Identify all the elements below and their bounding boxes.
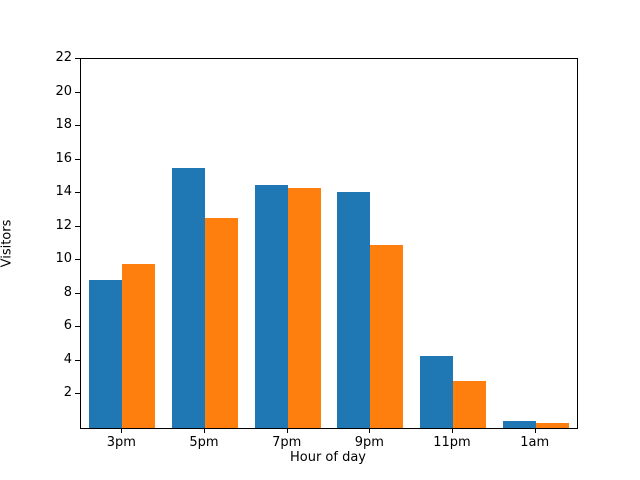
y-tick-mark bbox=[75, 225, 80, 227]
y-tick-mark bbox=[75, 292, 80, 294]
x-tick-label: 1am bbox=[520, 435, 550, 450]
x-tick-mark bbox=[286, 428, 288, 433]
bar-orange-series-11pm bbox=[453, 381, 487, 428]
bar-orange-series-5pm bbox=[205, 218, 239, 428]
y-tick-label: 8 bbox=[63, 284, 72, 300]
y-tick-mark bbox=[75, 158, 80, 160]
y-tick-label: 14 bbox=[55, 184, 72, 200]
bar-orange-series-7pm bbox=[287, 188, 321, 428]
y-tick-mark bbox=[75, 192, 80, 194]
y-tick-label: 4 bbox=[63, 351, 72, 367]
bar-orange-series-3pm bbox=[122, 263, 156, 428]
x-tick-mark bbox=[534, 428, 536, 433]
y-tick-label: 10 bbox=[55, 251, 72, 267]
y-tick-mark bbox=[75, 359, 80, 361]
bar-blue-series-9pm bbox=[337, 191, 371, 428]
y-tick-label: 2 bbox=[63, 385, 72, 401]
bar-blue-series-5pm bbox=[171, 168, 205, 428]
y-tick-mark bbox=[75, 259, 80, 261]
y-tick-mark bbox=[75, 91, 80, 93]
bar-blue-series-1am bbox=[502, 421, 536, 428]
bar-blue-series-3pm bbox=[89, 280, 123, 428]
bar-blue-series-7pm bbox=[254, 184, 288, 428]
x-tick-mark bbox=[369, 428, 371, 433]
y-tick-mark bbox=[75, 393, 80, 395]
y-tick-label: 18 bbox=[55, 117, 72, 133]
y-tick-label: 22 bbox=[55, 50, 72, 65]
x-tick-label: 5pm bbox=[189, 435, 219, 450]
x-tick-label: 11pm bbox=[433, 435, 471, 450]
y-tick-mark bbox=[75, 326, 80, 328]
x-tick-label: 7pm bbox=[272, 435, 302, 450]
y-tick-label: 16 bbox=[55, 150, 72, 166]
x-axis-label: Hour of day bbox=[289, 450, 367, 465]
y-tick-label: 12 bbox=[55, 217, 72, 233]
x-tick-label: 9pm bbox=[354, 435, 384, 450]
bar-orange-series-9pm bbox=[370, 245, 404, 428]
bar-blue-series-11pm bbox=[419, 355, 453, 428]
y-tick-label: 20 bbox=[55, 83, 72, 99]
x-tick-label: 3pm bbox=[106, 435, 136, 450]
y-tick-mark bbox=[75, 125, 80, 127]
x-tick-mark bbox=[452, 428, 453, 433]
y-tick-mark bbox=[75, 58, 80, 59]
plot-area bbox=[80, 58, 578, 429]
bar-orange-series-1am bbox=[535, 422, 569, 428]
y-axis-label: Visitors bbox=[0, 219, 15, 268]
x-tick-mark bbox=[121, 428, 123, 433]
x-tick-mark bbox=[204, 428, 205, 433]
y-tick-label: 6 bbox=[63, 318, 72, 334]
